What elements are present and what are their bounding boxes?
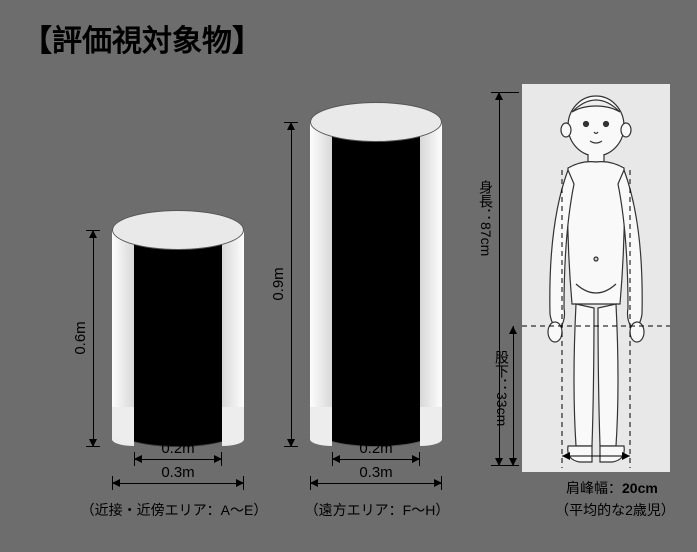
dim-inner-large-label: 0.2m <box>359 440 392 457</box>
dim-child-leg-label: 股下：33cm <box>492 350 512 426</box>
cylinder-small-group: 0.6m 0.2m 0.3m （近接・近傍エリア：A～E） <box>74 210 246 530</box>
cylinder-large-group: 0.9m 0.2m 0.3m （遠方エリア：F～H） <box>272 102 462 532</box>
dim-inner-large: 0.2m <box>332 458 420 459</box>
dim-height-small-label: 0.6m <box>72 321 89 354</box>
cylinder-small <box>112 210 244 447</box>
cylinder-large <box>310 102 442 447</box>
cylinder-side-right <box>222 230 244 427</box>
shoulder-width-label: 肩峰幅：20cm <box>566 478 658 498</box>
dim-child-height-label: 身長：87cm <box>476 180 496 256</box>
dim-outer-small-label: 0.3m <box>161 464 194 481</box>
child-outline <box>522 84 670 472</box>
shoulder-prefix: 肩峰幅： <box>566 480 622 496</box>
dim-outer-large: 0.3m <box>310 482 442 483</box>
dim-height-large: 0.9m <box>290 122 291 447</box>
dim-inner-small: 0.2m <box>134 458 222 459</box>
dim-height-large-label: 0.9m <box>270 267 287 300</box>
page-title: 【評価視対象物】 <box>22 16 262 60</box>
caption-small: （近接・近傍エリア：A～E） <box>74 500 274 520</box>
shoulder-value: 20cm <box>622 480 658 496</box>
caption-child: （平均的な2歳児） <box>540 500 690 520</box>
dim-child-leg <box>512 326 513 466</box>
cylinder-side-left <box>112 230 134 427</box>
dim-outer-small: 0.3m <box>112 482 244 483</box>
cylinder-top <box>112 210 244 250</box>
dim-inner-small-label: 0.2m <box>161 440 194 457</box>
caption-large: （遠方エリア：F～H） <box>292 500 462 520</box>
dim-height-small: 0.6m <box>92 230 93 447</box>
child-panel <box>522 84 670 472</box>
dim-outer-large-label: 0.3m <box>359 464 392 481</box>
